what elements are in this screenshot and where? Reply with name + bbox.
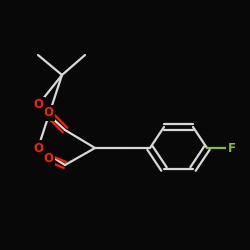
Text: O: O bbox=[43, 152, 53, 164]
Text: O: O bbox=[33, 98, 43, 112]
Text: O: O bbox=[33, 142, 43, 154]
Text: F: F bbox=[228, 142, 236, 154]
Text: O: O bbox=[43, 106, 53, 120]
